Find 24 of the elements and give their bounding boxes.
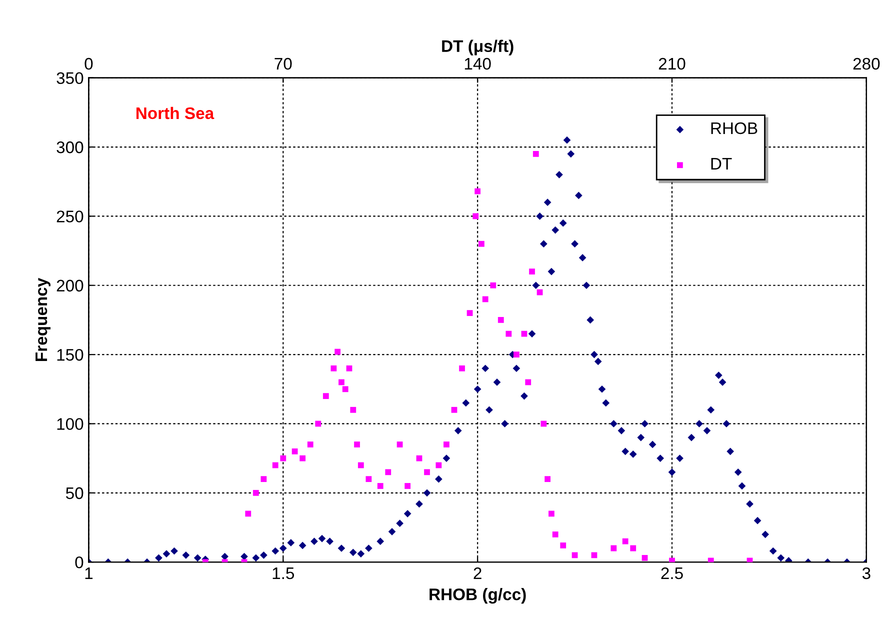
y-tick-label: 50 bbox=[66, 487, 84, 500]
y-tick-label: 300 bbox=[56, 141, 84, 154]
x2-tick-label: 280 bbox=[853, 58, 880, 70]
x-tick-label: 1.5 bbox=[272, 568, 294, 580]
x-tick-label: 1 bbox=[85, 568, 93, 580]
y-tick-label: 150 bbox=[57, 348, 84, 361]
y-tick-label: 200 bbox=[56, 280, 84, 292]
x-tick-label: 3 bbox=[862, 567, 870, 580]
legend-label: DT bbox=[711, 158, 732, 170]
y-tick-label: 0 bbox=[75, 556, 84, 568]
x2-tick-label: 70 bbox=[274, 58, 292, 70]
x-tick-label: 2 bbox=[474, 567, 482, 580]
x2-tick-label: 0 bbox=[84, 58, 93, 70]
y-tick-label: 250 bbox=[56, 210, 84, 222]
x-axis-title: RHOB (g/cc) bbox=[430, 588, 526, 604]
x2-tick-label: 140 bbox=[464, 58, 491, 70]
legend-label: RHOB bbox=[711, 122, 758, 134]
x2-axis-title: DT (μs/ft) bbox=[442, 40, 514, 56]
y-axis-title: Frequency bbox=[36, 278, 50, 361]
y-tick-label: 100 bbox=[57, 418, 84, 430]
y-tick-label: 350 bbox=[56, 72, 84, 84]
x2-tick-label: 210 bbox=[658, 58, 686, 70]
x-tick-label: 2.5 bbox=[661, 567, 683, 580]
annotation: North Sea bbox=[136, 106, 214, 120]
